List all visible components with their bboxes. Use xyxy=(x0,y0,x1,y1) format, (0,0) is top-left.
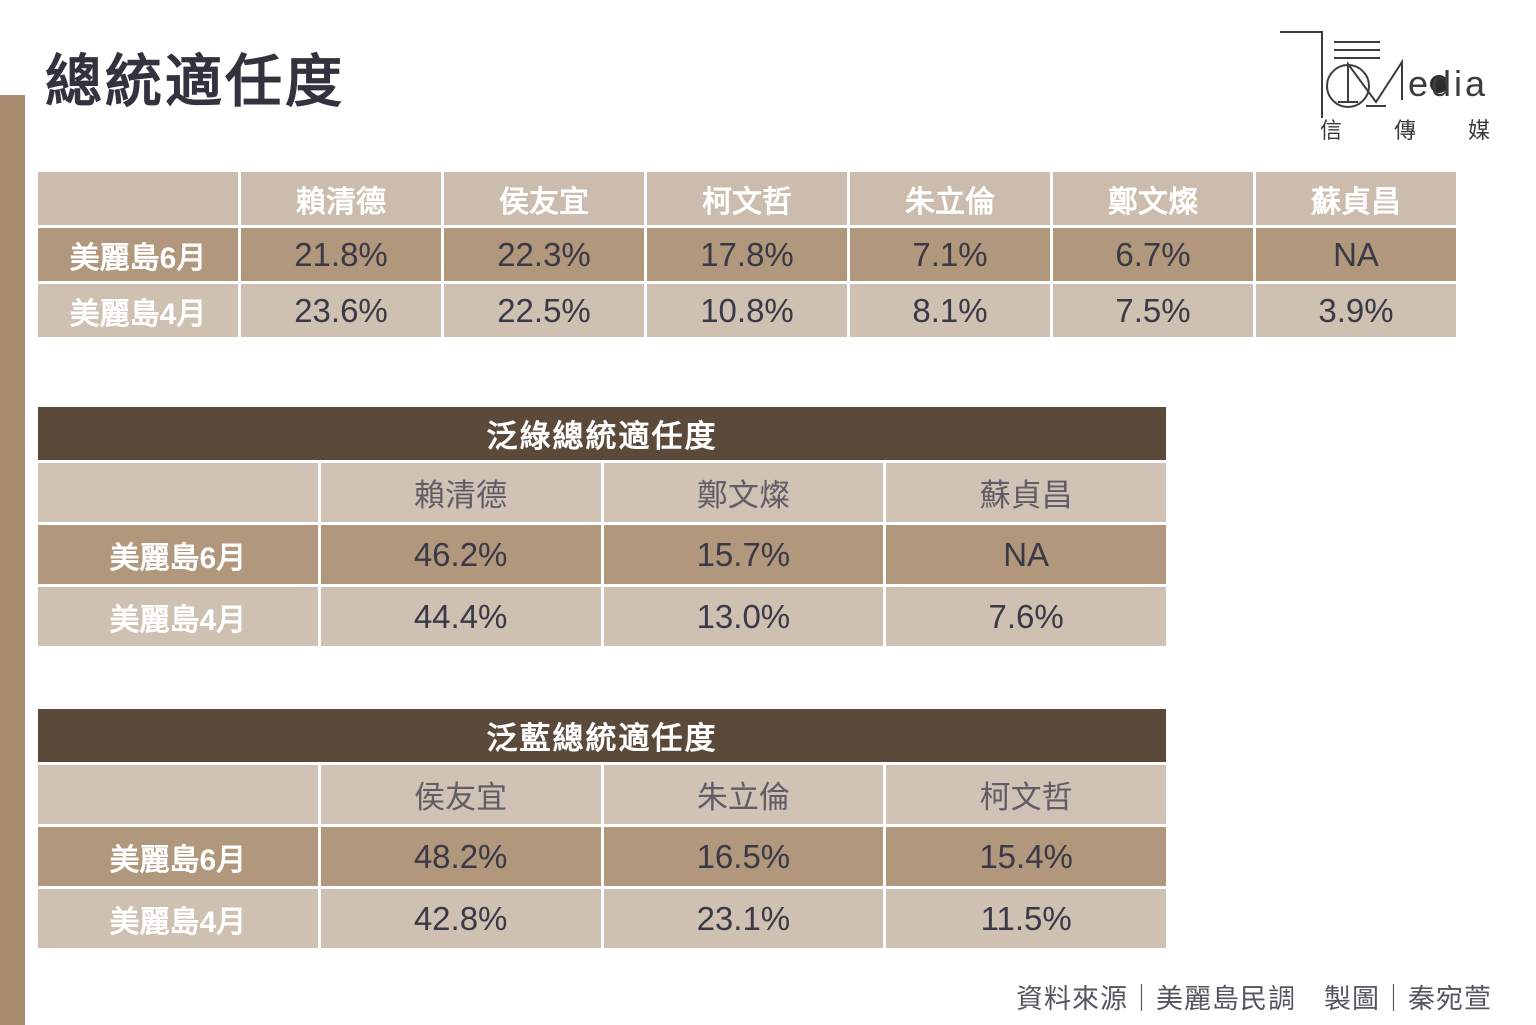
poll-value: 23.6% xyxy=(241,284,441,337)
table-title-row: 泛藍總統適任度 xyxy=(38,709,1166,762)
column-header: 蘇貞昌 xyxy=(886,463,1166,522)
row-label: 美麗島4月 xyxy=(38,587,318,646)
poll-value: 16.5% xyxy=(603,827,884,886)
row-label: 美麗島6月 xyxy=(38,827,318,886)
column-header: 柯文哲 xyxy=(647,172,847,225)
poll-value: 15.4% xyxy=(886,827,1166,886)
section-title: 泛綠總統適任度 xyxy=(38,407,1166,460)
pan-blue-poll-table: 泛藍總統適任度 侯友宜 朱立倫 柯文哲 美麗島6月 48.2% 16.5% 15… xyxy=(35,706,1169,951)
poll-value: 23.1% xyxy=(603,889,884,948)
poll-value: NA xyxy=(886,525,1166,584)
poll-value: 15.7% xyxy=(603,525,884,584)
corner-cell xyxy=(38,765,318,824)
logo-subtext-char-2: 傳 xyxy=(1394,118,1416,143)
column-header: 蘇貞昌 xyxy=(1256,172,1456,225)
pan-green-poll-table: 泛綠總統適任度 賴清德 鄭文燦 蘇貞昌 美麗島6月 46.2% 15.7% NA… xyxy=(35,404,1169,649)
poll-value: 48.2% xyxy=(320,827,601,886)
page-title: 總統適任度 xyxy=(45,50,345,114)
column-header: 鄭文燦 xyxy=(603,463,884,522)
column-header: 柯文哲 xyxy=(886,765,1166,824)
table-header-row: 賴清德 侯友宜 柯文哲 朱立倫 鄭文燦 蘇貞昌 xyxy=(38,172,1456,225)
overall-poll-table: 賴清德 侯友宜 柯文哲 朱立倫 鄭文燦 蘇貞昌 美麗島6月 21.8% 22.3… xyxy=(35,169,1459,340)
column-header: 賴清德 xyxy=(241,172,441,225)
table-row: 美麗島6月 46.2% 15.7% NA xyxy=(38,525,1166,584)
poll-value: 21.8% xyxy=(241,228,441,281)
poll-value: 17.8% xyxy=(647,228,847,281)
poll-value: 11.5% xyxy=(886,889,1166,948)
logo-bracket-stroke xyxy=(1280,31,1323,118)
poll-value: 13.0% xyxy=(603,587,884,646)
poll-value: 6.7% xyxy=(1053,228,1253,281)
row-label: 美麗島4月 xyxy=(38,284,238,337)
column-header: 朱立倫 xyxy=(603,765,884,824)
table-row: 美麗島6月 21.8% 22.3% 17.8% 7.1% 6.7% NA xyxy=(38,228,1456,281)
section-title: 泛藍總統適任度 xyxy=(38,709,1166,762)
poll-value: 7.1% xyxy=(850,228,1050,281)
poll-value: 46.2% xyxy=(320,525,601,584)
poll-value: 10.8% xyxy=(647,284,847,337)
poll-value: 22.5% xyxy=(444,284,644,337)
table-row: 美麗島6月 48.2% 16.5% 15.4% xyxy=(38,827,1166,886)
column-header: 朱立倫 xyxy=(850,172,1050,225)
logo-d-dot xyxy=(1430,75,1448,93)
logo-subtext-char-1: 信 xyxy=(1320,118,1342,143)
column-header: 侯友宜 xyxy=(320,765,601,824)
logo-subtext-char-3: 媒 xyxy=(1468,118,1490,143)
logo-m-stroke xyxy=(1347,58,1403,104)
row-label: 美麗島6月 xyxy=(38,228,238,281)
corner-cell xyxy=(38,463,318,522)
poll-value: 8.1% xyxy=(850,284,1050,337)
column-header: 鄭文燦 xyxy=(1053,172,1253,225)
logo-media-text: edia xyxy=(1408,63,1488,104)
cmedia-logo-icon: edia 信 傳 媒 xyxy=(1280,31,1490,143)
row-label: 美麗島6月 xyxy=(38,525,318,584)
corner-cell xyxy=(38,172,238,225)
table-header-row: 賴清德 鄭文燦 蘇貞昌 xyxy=(38,463,1166,522)
poll-value: 3.9% xyxy=(1256,284,1456,337)
column-header: 賴清德 xyxy=(320,463,601,522)
poll-value: NA xyxy=(1256,228,1456,281)
source-credit: 資料來源｜美麗島民調 製圖｜秦宛萱 xyxy=(1016,984,1492,1014)
table-title-row: 泛綠總統適任度 xyxy=(38,407,1166,460)
poll-value: 42.8% xyxy=(320,889,601,948)
cmedia-logo: edia 信 傳 媒 xyxy=(1276,20,1494,144)
column-header: 侯友宜 xyxy=(444,172,644,225)
table-row: 美麗島4月 42.8% 23.1% 11.5% xyxy=(38,889,1166,948)
table-row: 美麗島4月 23.6% 22.5% 10.8% 8.1% 7.5% 3.9% xyxy=(38,284,1456,337)
poll-value: 44.4% xyxy=(320,587,601,646)
poll-value: 22.3% xyxy=(444,228,644,281)
poll-value: 7.5% xyxy=(1053,284,1253,337)
row-label: 美麗島4月 xyxy=(38,889,318,948)
table-header-row: 侯友宜 朱立倫 柯文哲 xyxy=(38,765,1166,824)
table-row: 美麗島4月 44.4% 13.0% 7.6% xyxy=(38,587,1166,646)
poll-value: 7.6% xyxy=(886,587,1166,646)
left-accent-bar xyxy=(0,95,25,1025)
